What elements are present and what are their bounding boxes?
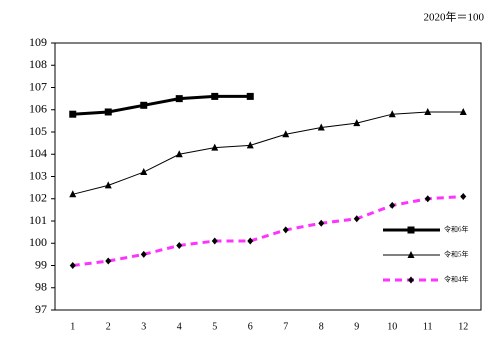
marker <box>140 250 147 258</box>
y-tick-label: 101 <box>29 213 47 227</box>
x-tick-label: 5 <box>212 321 217 332</box>
marker <box>282 130 290 138</box>
marker <box>353 119 361 127</box>
x-tick-label: 3 <box>141 321 146 332</box>
marker <box>69 110 77 118</box>
marker <box>104 108 112 116</box>
marker <box>211 92 219 100</box>
marker <box>140 101 148 109</box>
y-tick-label: 102 <box>29 191 47 205</box>
y-tick-label: 109 <box>29 35 47 49</box>
subtitle: 2020年＝100 <box>424 10 485 24</box>
legend-marker <box>407 226 415 234</box>
x-tick-label: 7 <box>283 321 288 332</box>
marker <box>459 107 467 115</box>
marker <box>317 123 325 131</box>
marker <box>353 215 360 223</box>
y-tick-label: 107 <box>29 79 47 93</box>
marker <box>388 110 396 118</box>
legend-label: 令和5年 <box>444 250 469 259</box>
x-tick-label: 4 <box>177 321 182 332</box>
x-tick-label: 11 <box>423 321 433 332</box>
y-tick-label: 106 <box>29 102 47 116</box>
series-line <box>72 111 464 195</box>
series-line <box>72 94 251 116</box>
y-tick-label: 97 <box>35 302 47 316</box>
marker <box>211 143 219 151</box>
x-tick-label: 8 <box>319 321 324 332</box>
y-tick-label: 104 <box>29 146 47 160</box>
marker <box>105 257 112 265</box>
marker <box>140 168 148 176</box>
marker <box>211 237 218 245</box>
marker <box>318 219 325 227</box>
x-tick-label: 10 <box>387 321 397 332</box>
legend-label: 令和4年 <box>444 275 469 284</box>
marker <box>175 150 183 158</box>
marker <box>246 92 254 100</box>
marker <box>424 195 431 203</box>
marker <box>176 241 183 249</box>
y-tick-label: 98 <box>35 280 47 294</box>
marker <box>424 107 432 115</box>
marker <box>460 193 467 201</box>
marker <box>69 190 77 198</box>
y-tick-label: 108 <box>29 57 47 71</box>
y-tick-label: 99 <box>35 257 47 271</box>
marker <box>282 226 289 234</box>
legend-marker <box>408 276 414 284</box>
marker <box>246 141 254 149</box>
y-tick-label: 103 <box>29 168 47 182</box>
legend-marker <box>407 251 415 258</box>
x-tick-label: 6 <box>248 321 253 332</box>
marker <box>389 201 396 209</box>
marker <box>104 181 112 189</box>
marker <box>247 237 254 245</box>
x-tick-label: 1 <box>70 321 75 332</box>
x-tick-label: 12 <box>458 321 468 332</box>
legend-label: 令和6年 <box>444 225 469 234</box>
plot-area <box>54 42 482 311</box>
y-tick-label: 105 <box>29 124 47 138</box>
marker <box>69 262 76 269</box>
x-tick-label: 9 <box>354 321 359 332</box>
y-tick-label: 100 <box>29 235 47 249</box>
x-tick-label: 2 <box>106 321 111 332</box>
marker <box>175 95 183 103</box>
series-line <box>72 195 464 267</box>
